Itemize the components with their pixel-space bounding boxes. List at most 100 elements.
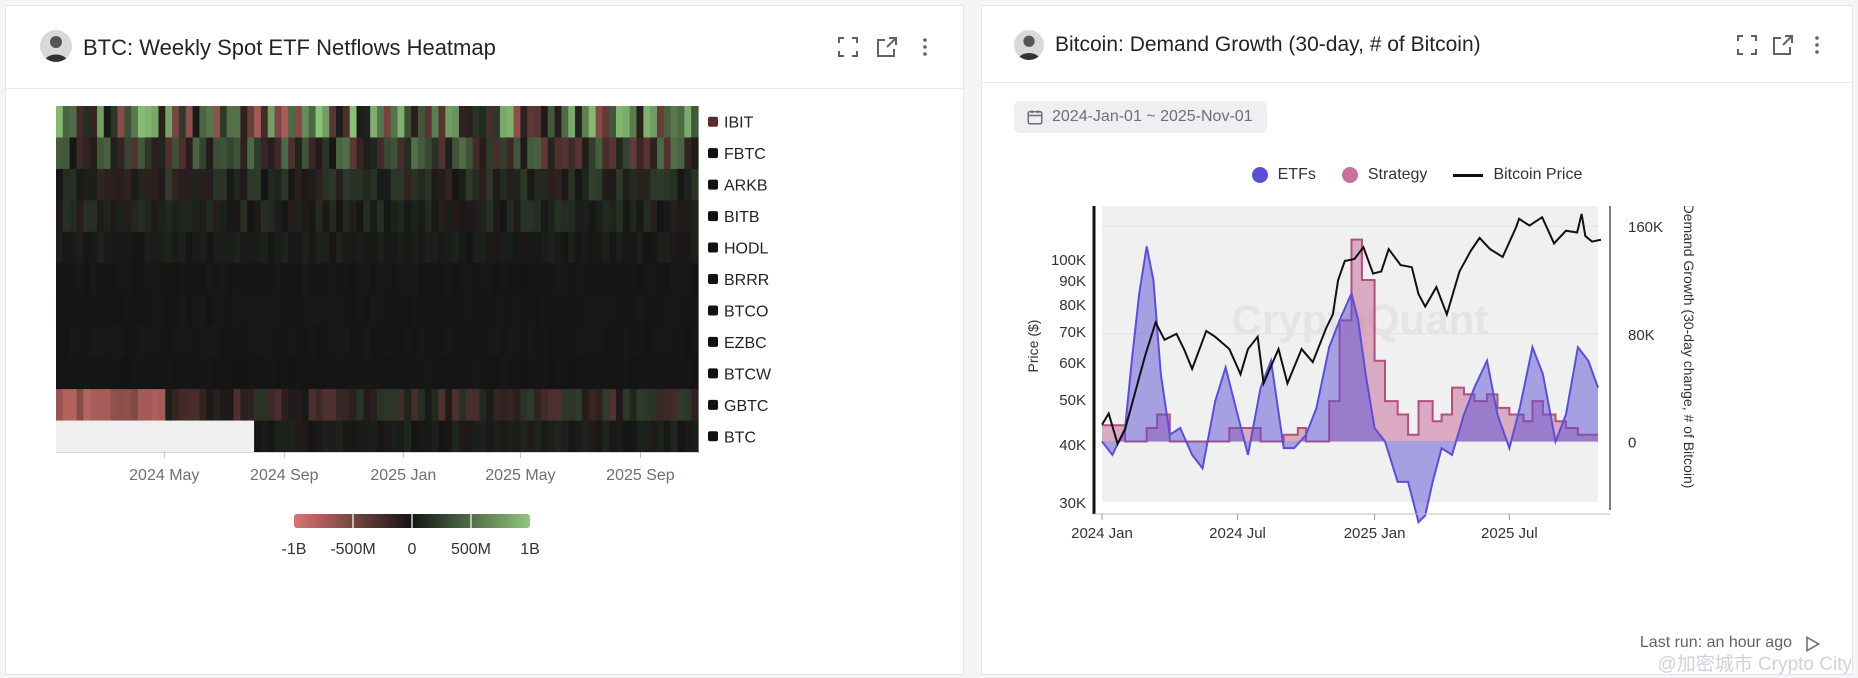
heatmap-cell [315, 231, 323, 264]
demand-card: Bitcoin: Demand Growth (30-day, # of Bit… [981, 5, 1853, 675]
heatmap-cell [588, 231, 597, 264]
heatmap-cell [397, 326, 405, 359]
heatmap-cell [363, 137, 371, 170]
heatmap-cell [233, 326, 242, 359]
heatmap-cell [499, 263, 508, 296]
heatmap-cell [260, 389, 269, 422]
heatmap-cell [254, 294, 262, 327]
heatmap-cell [226, 326, 235, 359]
heatmap-cell [124, 168, 132, 201]
heatmap-cell [609, 326, 617, 359]
heatmap-cell [240, 106, 248, 139]
heatmap-cell [213, 326, 221, 359]
heatmap-cell [62, 294, 71, 327]
heatmap-cell [472, 294, 481, 327]
legend-item-strategy[interactable]: Strategy [1341, 166, 1427, 184]
row-label: IBIT [724, 115, 754, 132]
row-label: BTCO [724, 303, 768, 320]
author-avatar [40, 30, 72, 62]
heatmap-cell [479, 200, 487, 233]
heatmap-cell [499, 106, 508, 139]
heatmap-cell [493, 106, 501, 139]
heatmap-cell [670, 231, 679, 264]
heatmap-cell [417, 326, 426, 359]
heatmap-cell [383, 200, 392, 233]
open-external-icon[interactable] [1771, 33, 1795, 57]
heatmap-cell [329, 137, 337, 170]
heatmap-cell [288, 137, 296, 170]
heatmap-cell [274, 106, 282, 139]
heatmap-cell [493, 168, 501, 201]
heatmap-cell [506, 168, 515, 201]
heatmap-cell [322, 263, 330, 296]
heatmap-cell [165, 389, 173, 422]
heatmap-cell [144, 231, 153, 264]
heatmap-cell [493, 137, 501, 170]
more-vertical-icon[interactable] [913, 35, 937, 59]
heatmap-cell [595, 137, 603, 170]
heatmap-cell [151, 326, 160, 359]
heatmap-cell [581, 200, 590, 233]
heatmap-cell [131, 420, 139, 453]
expand-icon[interactable] [836, 35, 860, 59]
legend-line-bitcoin-price [1453, 173, 1484, 177]
heatmap-cell [575, 137, 583, 170]
heatmap-cell [554, 420, 563, 453]
legend-item-etfs[interactable]: ETFs [1251, 166, 1316, 184]
heatmap-cell [465, 294, 474, 327]
heatmap-cell [117, 106, 125, 139]
heatmap-card-header: BTC: Weekly Spot ETF Netflows Heatmap [6, 6, 963, 89]
heatmap-cell [609, 294, 617, 327]
heatmap-cell [636, 357, 644, 390]
heatmap-cell [684, 137, 692, 170]
heatmap-cell [684, 389, 692, 422]
heatmap-cell [554, 137, 563, 170]
heatmap-cell [506, 263, 515, 296]
heatmap-cell [219, 137, 228, 170]
run-icon[interactable] [1802, 634, 1822, 654]
heatmap-cell [595, 231, 603, 264]
heatmap-cell [588, 263, 597, 296]
heatmap-cell [411, 106, 419, 139]
heatmap-cell [247, 137, 255, 170]
heatmap-cell [213, 231, 221, 264]
heatmap-cell [295, 420, 303, 453]
heatmap-cell [56, 263, 64, 296]
heatmap-cell [192, 389, 201, 422]
more-vertical-icon[interactable] [1805, 33, 1829, 57]
heatmap-cell [267, 420, 276, 453]
heatmap-cell [458, 326, 467, 359]
heatmap-cell [363, 357, 371, 390]
heatmap-cell [295, 106, 303, 139]
heatmap-cell [274, 263, 282, 296]
heatmap-cell [301, 137, 310, 170]
heatmap-cell [274, 326, 282, 359]
heatmap-cell [377, 357, 385, 390]
heatmap-cell [274, 231, 282, 264]
heatmap-cell [438, 231, 446, 264]
author-avatar [1014, 30, 1044, 60]
heatmap-cell [295, 294, 303, 327]
legend-item-bitcoin-price[interactable]: Bitcoin Price [1453, 166, 1582, 184]
heatmap-cell [383, 420, 392, 453]
heatmap-cell [342, 231, 351, 264]
heatmap-cell [575, 231, 583, 264]
heatmap-cell [56, 294, 64, 327]
heatmap-cell [465, 137, 474, 170]
heatmap-cell [151, 294, 160, 327]
heatmap-cell [56, 106, 64, 139]
heatmap-cell [691, 326, 699, 359]
heatmap-cell [616, 106, 624, 139]
heatmap-cell [178, 106, 187, 139]
heatmap-cell [356, 106, 364, 139]
date-range-picker[interactable]: 2024-Jan-01 ~ 2025-Nov-01 [1014, 101, 1267, 133]
heatmap-cell [540, 294, 549, 327]
heatmap-cell [336, 420, 344, 453]
heatmap-cell [329, 294, 337, 327]
open-external-icon[interactable] [875, 35, 899, 59]
heatmap-cell [96, 420, 105, 453]
heatmap-cell [547, 106, 556, 139]
expand-icon[interactable] [1735, 33, 1759, 57]
heatmap-cell [206, 357, 214, 390]
heatmap-cell [158, 168, 166, 201]
